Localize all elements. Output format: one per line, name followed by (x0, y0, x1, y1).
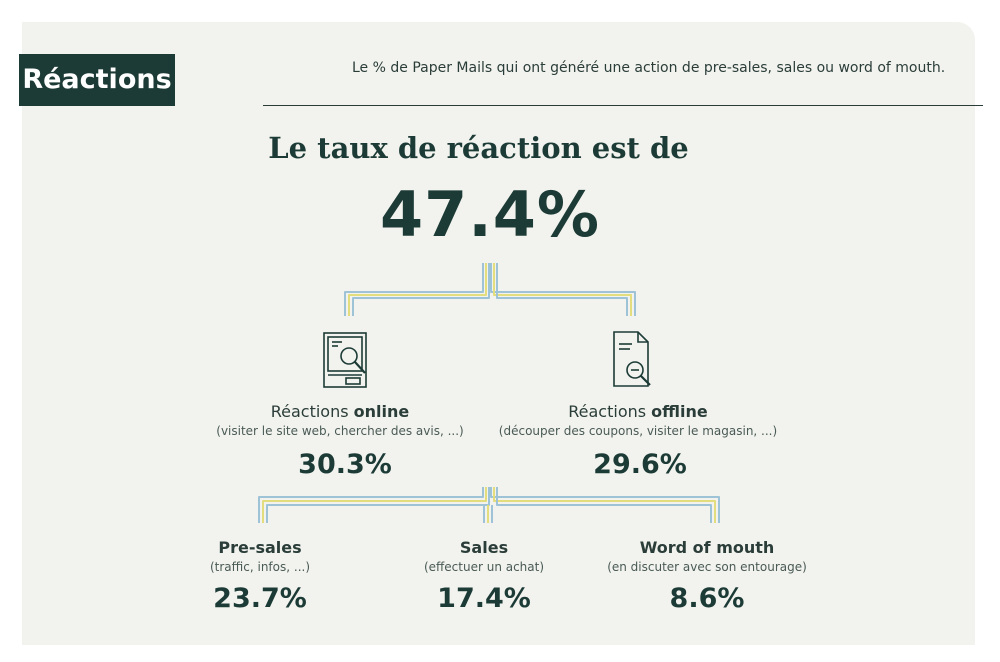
website-search-icon (320, 332, 372, 394)
section-subtitle: Le % de Paper Mails qui ont généré une a… (352, 60, 946, 76)
pre-sales-title: Pre-sales (218, 538, 302, 557)
header-divider (263, 105, 983, 106)
word-of-mouth-title: Word of mouth (639, 538, 775, 557)
online-label-keyword: online (353, 402, 410, 421)
pre-sales-label: Pre-sales (traffic, infos, ...) (160, 538, 360, 574)
sales-label: Sales (effectuer un achat) (384, 538, 584, 574)
online-label-prefix: Réactions (270, 402, 354, 421)
online-reaction-label: Réactions online (visiter le site web, c… (200, 402, 480, 438)
word-of-mouth-detail: (en discuter avec son entourage) (607, 560, 807, 574)
pre-sales-value: 23.7% (213, 583, 307, 614)
sales-title: Sales (459, 538, 509, 557)
sales-value: 17.4% (437, 583, 531, 614)
sales-detail: (effectuer un achat) (423, 560, 545, 574)
offline-reaction-detail: (découper des coupons, visiter le magasi… (498, 424, 778, 438)
offline-reaction-value: 29.6% (593, 449, 687, 480)
headline: Le taux de réaction est de (0, 131, 980, 165)
offline-reaction-label: Réactions offline (découper des coupons,… (488, 402, 788, 438)
top-connector (344, 263, 636, 316)
offline-label-keyword: offline (651, 402, 708, 421)
infographic-card (22, 22, 975, 645)
document-search-icon (608, 330, 658, 394)
bottom-connector (258, 487, 720, 523)
offline-label-prefix: Réactions (568, 402, 652, 421)
section-tag: Réactions (19, 54, 175, 106)
online-reaction-value: 30.3% (298, 449, 392, 480)
headline-text: Le taux de réaction est de (268, 131, 689, 165)
pre-sales-detail: (traffic, infos, ...) (209, 560, 310, 574)
total-reaction-rate: 47.4% (379, 178, 601, 251)
word-of-mouth-label: Word of mouth (en discuter avec son ento… (577, 538, 837, 574)
word-of-mouth-value: 8.6% (669, 583, 745, 614)
online-reaction-detail: (visiter le site web, chercher des avis,… (216, 424, 464, 438)
